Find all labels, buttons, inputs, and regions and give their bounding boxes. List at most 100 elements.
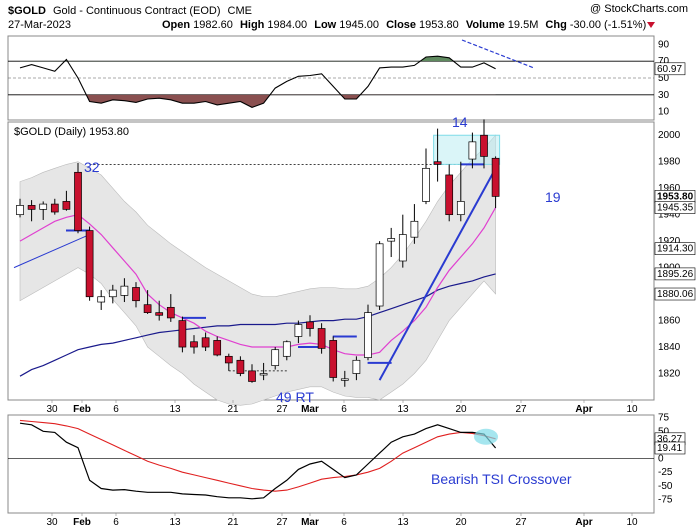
- x-tick-label: 10: [626, 404, 638, 415]
- price-tick-label: 1920: [658, 236, 681, 247]
- tsi-tick-label: -50: [658, 481, 673, 492]
- candle-body: [155, 312, 164, 316]
- candle-body: [282, 341, 291, 357]
- candle-body: [306, 321, 314, 329]
- candle-body: [294, 324, 303, 337]
- price-tick-label: 2000: [658, 130, 681, 141]
- chart-date: 27-Mar-2023: [8, 19, 71, 31]
- x-tick-label: 13: [169, 517, 181, 528]
- price-value-tag-box: [654, 201, 696, 214]
- x-tick-label: 21: [227, 404, 239, 415]
- left-trendline: [13, 234, 90, 269]
- x-tick-label: Feb: [73, 404, 91, 415]
- x-axis-bottom: 30 Feb 6 13 21 27 Mar 6 13 20 27 Apr 10: [46, 513, 638, 528]
- symbol: $GOLD: [8, 5, 46, 17]
- candle-body: [248, 370, 256, 382]
- x-tick-label: 10: [626, 517, 638, 528]
- x-tick-label: Feb: [73, 517, 91, 528]
- annotation-49-rt: 49 RT: [276, 389, 314, 405]
- x-tick-label: 30: [46, 404, 58, 415]
- candle-body: [410, 220, 419, 238]
- candle-body: [491, 157, 500, 197]
- candle-body: [398, 234, 407, 262]
- x-tick-label: 20: [455, 404, 467, 415]
- candle-body: [259, 373, 268, 376]
- price-tick-label: 1840: [658, 342, 681, 353]
- candle-body: [178, 320, 187, 348]
- candle-body: [132, 287, 140, 302]
- tsi-tick-label: -25: [658, 467, 673, 478]
- down-triangle-icon: [647, 22, 655, 28]
- candle-body: [143, 304, 152, 313]
- tsi-value-tag-box: [654, 441, 686, 455]
- x-tick-label: Apr: [575, 517, 592, 528]
- exchange: CME: [228, 5, 252, 17]
- price-value-tag: 1945.35: [657, 203, 694, 214]
- price-value-tag-box: [654, 267, 696, 281]
- rsi-line: [19, 55, 496, 108]
- x-tick-label: 30: [46, 517, 58, 528]
- x-tick-label: 6: [341, 517, 347, 528]
- price-value-tag-box: [654, 287, 696, 301]
- rsi-tick-label: 90: [658, 39, 670, 50]
- candle-body: [39, 203, 48, 210]
- tsi-tick-label: 0: [658, 454, 664, 465]
- crossover-highlight: [474, 428, 498, 445]
- candle-body: [480, 134, 488, 157]
- tsi-value-tag: 36.27: [657, 434, 682, 445]
- candle-body: [329, 340, 338, 378]
- x-tick-label: 20: [455, 517, 467, 528]
- x-tick-label: 6: [341, 404, 347, 415]
- candle-body: [166, 306, 175, 319]
- candle-body: [16, 205, 24, 216]
- rsi-tick-label: 70: [658, 56, 670, 67]
- candle-body: [364, 312, 372, 358]
- candle-body: [27, 205, 36, 210]
- rsi-tick-label: 50: [658, 73, 670, 84]
- candle-body: [74, 171, 82, 231]
- price-value-tag-box: [654, 242, 696, 255]
- candle-body: [317, 328, 326, 349]
- x-tick-label: 27: [276, 517, 288, 528]
- candle-body: [201, 337, 210, 348]
- x-tick-label: 13: [397, 404, 409, 415]
- rsi-overbought-fill: [20, 56, 496, 62]
- candle-body: [271, 349, 280, 366]
- candle-body: [85, 230, 94, 298]
- candle-body: [352, 359, 361, 374]
- candle-body: [190, 341, 198, 348]
- x-tick-label: Mar: [301, 517, 319, 528]
- annotation-19: 19: [545, 189, 561, 205]
- candle-body: [445, 174, 454, 216]
- candle-body: [422, 167, 430, 202]
- price-tick-label: 1980: [658, 157, 681, 168]
- rsi-panel: 10 30 50 70 90 60.97: [7, 35, 686, 121]
- chart-title: $GOLD Gold - Continuous Contract (EOD) C…: [8, 5, 252, 17]
- rsi-trendline: [461, 39, 535, 69]
- candle-body: [120, 285, 129, 296]
- tsi-tick-label: -75: [658, 494, 673, 505]
- x-tick-label: 6: [113, 517, 119, 528]
- price-panel-label: $GOLD (Daily) 1953.80: [14, 126, 129, 138]
- x-tick-label: Mar: [301, 404, 319, 415]
- rsi-value-tag-box: [654, 62, 686, 76]
- price-tick-label: 1940: [658, 210, 681, 221]
- x-tick-label: 27: [276, 404, 288, 415]
- annotation-14: 14: [452, 114, 468, 130]
- annotation-bearish-tsi: Bearish TSI Crossover: [431, 471, 572, 487]
- candle-body: [340, 378, 349, 381]
- tsi-line: [19, 422, 497, 500]
- watermark: @ StockCharts.com: [590, 3, 688, 15]
- candle-body: [224, 355, 233, 364]
- tsi-signal-line: [19, 419, 496, 492]
- x-tick-label: 13: [169, 404, 181, 415]
- price-value-tag: 1914.30: [657, 244, 694, 255]
- candle-body: [456, 201, 465, 216]
- x-tick-label: 6: [113, 404, 119, 415]
- candle-body: [387, 238, 396, 242]
- x-tick-label: 13: [397, 517, 409, 528]
- tsi-value-tag: 19.41: [657, 443, 682, 454]
- top-highlight-box: [433, 134, 501, 165]
